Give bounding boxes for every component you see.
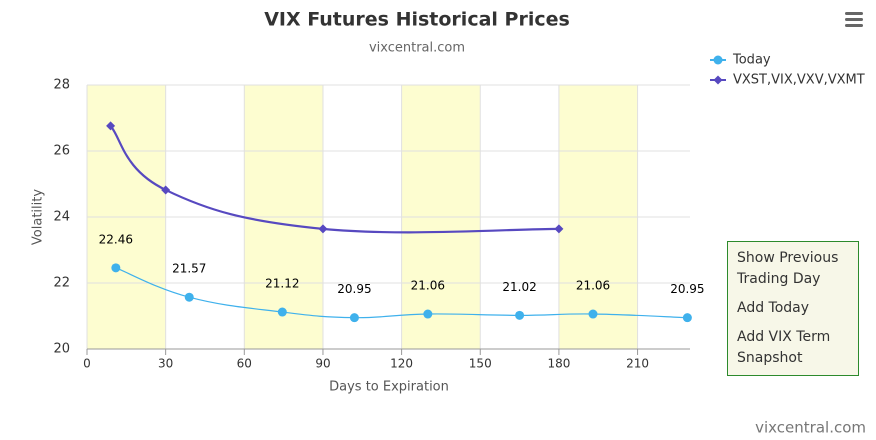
menu-bar[interactable]: [845, 24, 863, 27]
data-label: 21.06: [411, 279, 445, 293]
x-tick-label: 180: [547, 357, 570, 371]
data-label: 21.02: [502, 280, 536, 294]
data-label: 20.95: [337, 282, 371, 296]
point: [423, 309, 433, 319]
menu-bar[interactable]: [845, 18, 863, 21]
x-tick-label: 0: [83, 357, 91, 371]
x-tick-label: 90: [315, 357, 330, 371]
point: [515, 310, 525, 320]
point: [554, 224, 564, 234]
data-label: 20.95: [670, 282, 704, 296]
x-tick-label: 60: [237, 357, 252, 371]
y-tick-label: 28: [53, 78, 70, 93]
y-tick-label: 22: [53, 276, 70, 291]
y-tick-label: 26: [53, 144, 70, 159]
chart-title: VIX Futures Historical Prices: [264, 9, 570, 31]
point: [106, 121, 116, 131]
point: [184, 292, 194, 302]
series-line: [109, 125, 559, 234]
legend-label: Today: [732, 53, 771, 68]
point: [682, 313, 692, 323]
x-tick-label: 30: [158, 357, 173, 371]
y-tick-label: 20: [53, 342, 70, 357]
y-tick-label: 24: [53, 210, 70, 225]
data-label: 21.06: [576, 279, 610, 293]
button-panel: Show Previous Trading Day Add Today Add VI…: [727, 241, 859, 376]
point: [111, 263, 121, 273]
menu-item[interactable]: Add VIX Term Snapshot: [737, 329, 831, 366]
menu-button[interactable]: [845, 12, 863, 27]
x-tick-label: 150: [469, 357, 492, 371]
y-axis-title: Volatility: [31, 189, 46, 245]
menu-bar[interactable]: [845, 12, 863, 15]
data-label: 21.12: [265, 277, 299, 291]
x-tick-label: 210: [626, 357, 649, 371]
data-label: 21.57: [172, 262, 206, 276]
chart-subtitle: vixcentral.com: [369, 41, 465, 56]
menu-item[interactable]: Show Previous Trading Day: [737, 250, 839, 287]
x-axis-title: Days to Expiration: [329, 380, 449, 395]
menu-item[interactable]: Add Today: [737, 300, 810, 316]
point: [277, 307, 287, 317]
x-tick-label: 120: [390, 357, 413, 371]
legend-marker: [713, 55, 723, 65]
point: [161, 185, 171, 195]
legend-label: VXST,VIX,VXV,VXMT: [733, 73, 865, 88]
point: [349, 313, 359, 323]
point: [318, 224, 328, 234]
legend-marker: [713, 75, 723, 85]
point: [588, 309, 598, 319]
credit: vixcentral.com: [755, 419, 866, 437]
data-label: 22.46: [99, 232, 133, 246]
